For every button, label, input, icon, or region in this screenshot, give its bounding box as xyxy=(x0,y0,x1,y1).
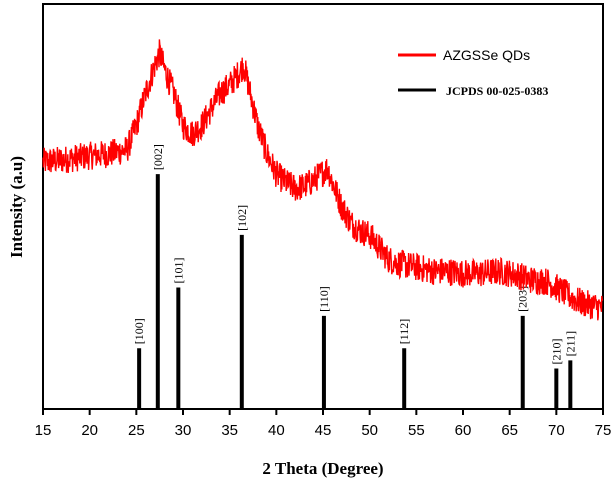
x-tick-label-70: 70 xyxy=(548,422,565,439)
peak-labels: [100] [002] [101] [102] [110] [112] [203] [210]… xyxy=(132,144,577,364)
reference-peaks xyxy=(137,174,573,409)
peak-label-112: [112] xyxy=(397,319,411,345)
peak-label-102: [102] xyxy=(235,205,249,231)
x-axis-ticks xyxy=(42,409,604,415)
x-tick-label-55: 55 xyxy=(408,422,425,439)
peak-label-110: [110] xyxy=(317,286,331,312)
x-tick-label-15: 15 xyxy=(35,422,52,439)
x-tick-label-40: 40 xyxy=(268,422,285,439)
peak-label-002: [002] xyxy=(151,144,165,170)
legend: AZGSSe QDs JCPDS 00-025-0383 xyxy=(398,47,548,98)
x-tick-label-65: 65 xyxy=(501,422,518,439)
x-axis-tick-labels: 15 20 25 30 35 40 45 50 55 60 65 70 75 xyxy=(35,422,612,439)
peak-label-101: [101] xyxy=(171,258,185,284)
x-tick-label-45: 45 xyxy=(315,422,332,439)
x-tick-label-30: 30 xyxy=(175,422,192,439)
x-tick-label-25: 25 xyxy=(128,422,145,439)
x-tick-label-60: 60 xyxy=(455,422,472,439)
x-tick-label-50: 50 xyxy=(361,422,378,439)
series-line-azgsse-qds xyxy=(42,39,604,321)
legend-label-jcpds: JCPDS 00-025-0383 xyxy=(446,84,548,98)
legend-label-azgsse-qds: AZGSSe QDs xyxy=(443,47,530,63)
peak-label-203: [203] xyxy=(516,286,530,312)
peak-label-211: [211] xyxy=(563,331,577,357)
x-tick-label-75: 75 xyxy=(595,422,612,439)
peak-label-100: [100] xyxy=(132,318,146,344)
x-tick-label-35: 35 xyxy=(221,422,238,439)
peak-label-210: [210] xyxy=(549,339,563,365)
x-axis-title: 2 Theta (Degree) xyxy=(262,459,383,478)
x-tick-label-20: 20 xyxy=(81,422,98,439)
y-axis-title: Intensity (a.u) xyxy=(7,156,26,258)
